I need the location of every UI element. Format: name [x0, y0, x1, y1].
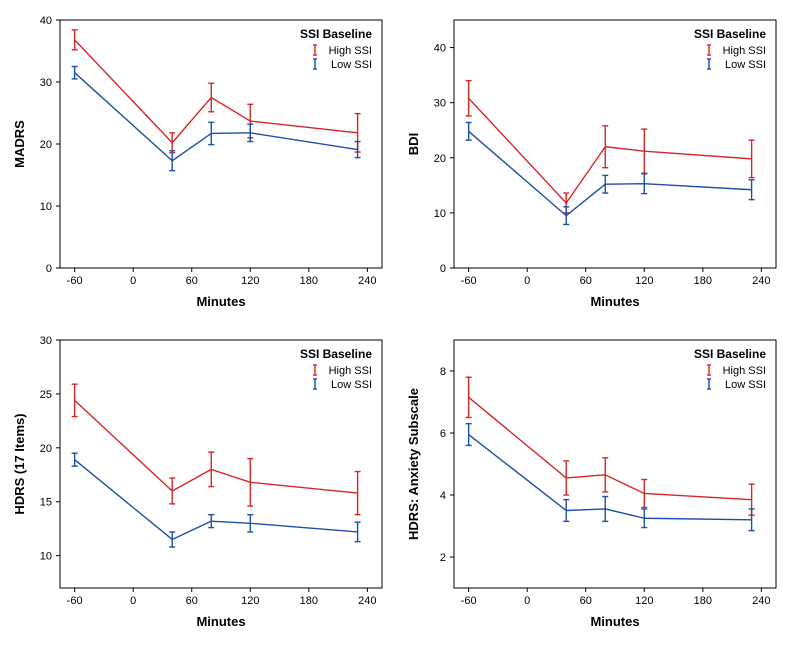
legend-title: SSI Baseline — [300, 347, 372, 361]
x-tick-label: 120 — [241, 275, 259, 287]
x-tick-label: -60 — [461, 275, 477, 287]
x-tick-label: 0 — [524, 275, 530, 287]
legend-item-label: High SSI — [329, 45, 372, 57]
x-tick-label: 60 — [580, 595, 592, 607]
y-tick-label: 20 — [40, 443, 52, 455]
x-tick-label: 120 — [635, 595, 653, 607]
x-tick-label: 0 — [130, 595, 136, 607]
x-tick-label: 180 — [694, 275, 712, 287]
panel-hdrs17: -60 0 60 120 180 240 10 15 20 25 30 Minutes HDRS (17… — [8, 326, 398, 640]
x-tick-label: -60 — [67, 595, 83, 607]
y-tick-label: 4 — [440, 490, 446, 502]
y-tick-label: 2 — [440, 552, 446, 564]
x-tick-label: 120 — [635, 275, 653, 287]
x-tick-label: 60 — [186, 595, 198, 607]
y-tick-label: 10 — [434, 208, 446, 220]
x-tick-label: 120 — [241, 595, 259, 607]
x-tick-label: 180 — [300, 275, 318, 287]
y-tick-label: 15 — [40, 497, 52, 509]
x-tick-label: -60 — [67, 275, 83, 287]
y-tick-label: 20 — [40, 139, 52, 151]
y-tick-label: 40 — [40, 15, 52, 27]
x-tick-label: 180 — [300, 595, 318, 607]
y-axis-label: MADRS — [12, 120, 27, 168]
y-axis-label: BDI — [406, 133, 421, 155]
x-tick-label: 0 — [524, 595, 530, 607]
panel-madrs: -60 0 60 120 180 240 0 10 20 30 40 Minutes MADRS SSI … — [8, 6, 398, 320]
legend-item-label: Low SSI — [331, 59, 372, 71]
y-tick-label: 30 — [40, 77, 52, 89]
x-tick-label: 240 — [752, 595, 770, 607]
legend-item-label: Low SSI — [725, 379, 766, 391]
x-tick-label: 240 — [752, 275, 770, 287]
y-tick-label: 0 — [46, 263, 52, 275]
x-tick-label: 240 — [358, 595, 376, 607]
legend-title: SSI Baseline — [300, 27, 372, 41]
y-tick-label: 10 — [40, 551, 52, 563]
y-axis-label: HDRS: Anxiety Subscale — [406, 388, 421, 540]
panel-bdi: -60 0 60 120 180 240 0 10 20 30 40 Minutes BDI SSI Ba… — [402, 6, 792, 320]
legend-item-label: Low SSI — [725, 59, 766, 71]
x-tick-label: -60 — [461, 595, 477, 607]
x-tick-label: 60 — [186, 275, 198, 287]
x-tick-label: 60 — [580, 275, 592, 287]
y-axis-label: HDRS (17 Items) — [12, 413, 27, 514]
x-tick-label: 240 — [358, 275, 376, 287]
legend-item-label: High SSI — [723, 45, 766, 57]
x-tick-label: 180 — [694, 595, 712, 607]
legend-title: SSI Baseline — [694, 27, 766, 41]
legend-item-label: Low SSI — [331, 379, 372, 391]
y-tick-label: 20 — [434, 153, 446, 165]
y-tick-label: 25 — [40, 389, 52, 401]
y-tick-label: 40 — [434, 43, 446, 55]
x-axis-label: Minutes — [196, 614, 245, 629]
y-tick-label: 0 — [440, 263, 446, 275]
legend-title: SSI Baseline — [694, 347, 766, 361]
x-axis-label: Minutes — [590, 294, 639, 309]
y-tick-label: 6 — [440, 428, 446, 440]
y-tick-label: 30 — [40, 335, 52, 347]
legend-item-label: High SSI — [723, 365, 766, 377]
y-tick-label: 8 — [440, 366, 446, 378]
figure-grid: -60060120180240010203040MinutesMADRSSSI … — [0, 0, 800, 648]
panel-hdrs-anxiety: -60 0 60 120 180 240 2 4 6 8 Minutes HDRS: Anxiety … — [402, 326, 792, 640]
x-axis-label: Minutes — [196, 294, 245, 309]
x-tick-label: 0 — [130, 275, 136, 287]
y-tick-label: 30 — [434, 98, 446, 110]
legend-item-label: High SSI — [329, 365, 372, 377]
x-axis-label: Minutes — [590, 614, 639, 629]
y-tick-label: 10 — [40, 201, 52, 213]
